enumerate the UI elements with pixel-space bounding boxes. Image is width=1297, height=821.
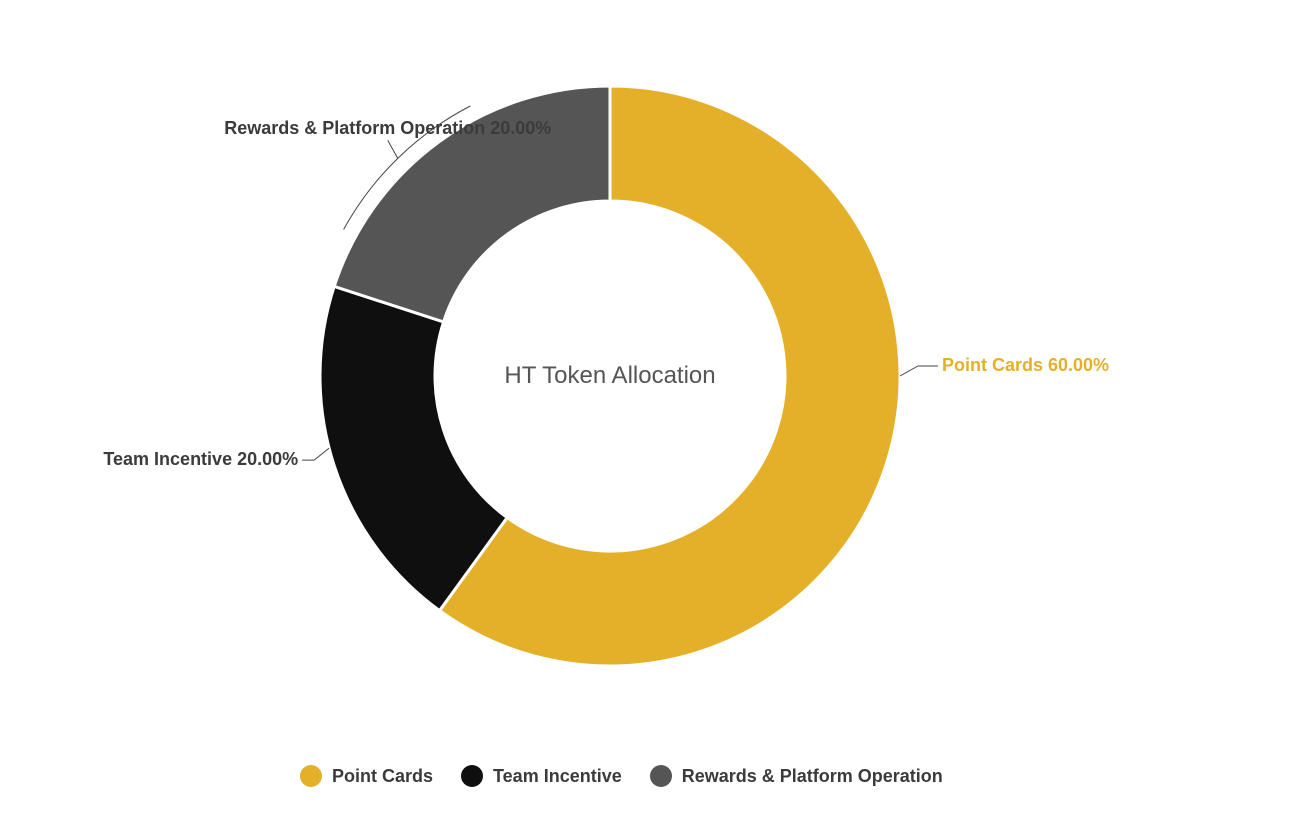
- legend-label: Point Cards: [332, 766, 433, 787]
- legend-swatch: [650, 765, 672, 787]
- legend-swatch: [300, 765, 322, 787]
- donut-chart-container: HT Token Allocation Point Cards 60.00% T…: [0, 0, 1297, 821]
- legend-item-point-cards: Point Cards: [300, 765, 433, 787]
- legend-item-team-incentive: Team Incentive: [461, 765, 622, 787]
- leader-line: [302, 448, 329, 460]
- leader-line: [900, 366, 938, 376]
- donut-slice: [334, 86, 610, 322]
- donut-chart-svg: [0, 0, 1297, 821]
- leader-line: [388, 140, 398, 158]
- legend: Point Cards Team Incentive Rewards & Pla…: [300, 765, 943, 787]
- legend-item-rewards-platform-operation: Rewards & Platform Operation: [650, 765, 943, 787]
- legend-label: Team Incentive: [493, 766, 622, 787]
- legend-swatch: [461, 765, 483, 787]
- legend-label: Rewards & Platform Operation: [682, 766, 943, 787]
